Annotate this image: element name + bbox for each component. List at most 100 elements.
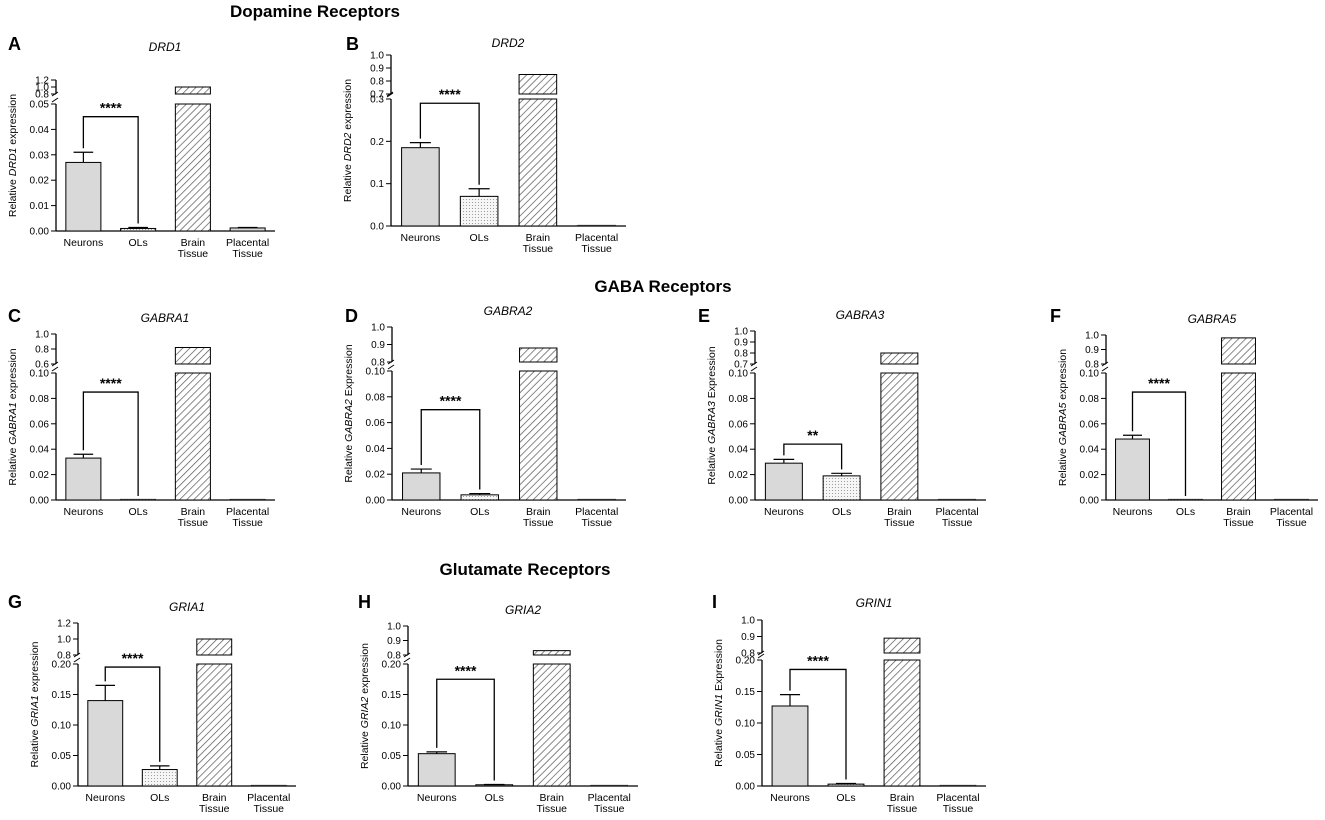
panel-f-x-tick-label: OLs <box>1176 506 1195 518</box>
panel-b-x-tick-label: Tissue <box>523 243 554 255</box>
panel-i-y-tick-label: 0.10 <box>736 719 756 730</box>
panel-a-x-tick-label: Brain <box>181 237 206 249</box>
panel-h-y-tick-label: 0.00 <box>382 782 402 793</box>
panel-b-significance-bracket <box>419 102 480 185</box>
panel-d-y-tick-label: 0.08 <box>366 392 386 403</box>
panel-h-y-tick-label: 1.0 <box>387 622 401 633</box>
panel-d-y-tick-label: 0.02 <box>366 470 386 481</box>
panel-g-title: GRIA1 <box>169 600 205 614</box>
panel-h-bar <box>590 784 628 787</box>
panel-h-y-axis-label: Relative GRIA2 expression <box>359 643 371 769</box>
panel-c-y-tick-label: 0.04 <box>30 445 50 456</box>
panel-e-x-tick-label: Placental <box>936 506 979 518</box>
panel-g-significance-label: **** <box>122 650 144 666</box>
section-title-dopamine: Dopamine Receptors <box>230 2 400 21</box>
panel-g-y-axis-label-part: Relative <box>29 727 41 768</box>
section-title-glutamate: Glutamate Receptors <box>440 560 611 579</box>
panel-b-x-tick-label: Tissue <box>581 243 612 255</box>
panel-e-x-tick-label: Tissue <box>942 517 973 529</box>
panel-c-significance-label: **** <box>100 375 122 391</box>
panel-g-axis-break <box>73 657 81 663</box>
panel-c-x-tick-label: OLs <box>128 506 147 518</box>
panel-a-y-tick-label: 1.0 <box>35 83 49 94</box>
panel-h-bar-break-gap <box>533 655 570 664</box>
panel-e-y-tick-label: 0.7 <box>734 360 748 371</box>
panel-f-y-tick-label: 0.08 <box>1080 394 1100 405</box>
panel-e-y-tick-label: 0.10 <box>729 369 749 380</box>
panel-e-title: GABRA3 <box>836 308 885 322</box>
panel-i-x-tick-label: Neurons <box>770 792 810 804</box>
panel-d-bar <box>577 498 616 501</box>
panel-e-y-tick-label: 0.02 <box>729 470 749 481</box>
panel-a-y-tick-label: 0.00 <box>30 227 50 238</box>
panel-c-y-tick-label: 1.0 <box>35 330 49 341</box>
panel-h-x-tick-label: Neurons <box>417 792 457 804</box>
panel-h-title: GRIA2 <box>505 603 541 617</box>
panel-f-letter: F <box>1050 306 1061 326</box>
panel-g-y-axis-label-part: GRIA1 <box>29 695 41 727</box>
panel-g-y-tick-label: 0.8 <box>57 651 71 662</box>
panel-e-bar <box>764 462 803 501</box>
panel-c-y-axis-label-part: expression <box>7 348 19 402</box>
panel-h-bar <box>417 753 456 787</box>
panel-g-x-tick-label: Tissue <box>253 803 284 815</box>
panel-e-y-tick-label: 0.08 <box>729 394 749 405</box>
panel-h-y-tick-label: 0.9 <box>387 636 401 647</box>
panel-f-bar-break-gap <box>1222 364 1255 373</box>
panel-f-y-tick-label: 0.9 <box>1085 345 1099 356</box>
panel-f-y-tick-label: 0.00 <box>1080 496 1100 507</box>
panel-e-y-tick-label: 0.9 <box>734 338 748 349</box>
panel-g-bar <box>251 784 287 787</box>
panel-d-y-tick-label: 0.06 <box>366 418 386 429</box>
panel-a-x-tick-label: Tissue <box>178 248 209 260</box>
panel-h-significance-bracket <box>436 678 495 781</box>
panel-g-y-tick-label: 0.05 <box>52 751 72 762</box>
panel-f-x-tick-label: Neurons <box>1113 506 1153 518</box>
panel-b-y-tick-label: 0.8 <box>370 77 384 88</box>
panel-i-axis-break <box>757 653 765 659</box>
panel-b-y-axis-label-part: DRD2 <box>342 132 354 161</box>
panel-i-y-axis-label-part: Relative <box>713 726 725 767</box>
panel-d-y-tick-label: 0.8 <box>371 358 385 369</box>
panel-b-y-tick-label: 0.3 <box>370 95 384 106</box>
panel-g-x-tick-label: Placental <box>247 792 290 804</box>
panel-c-axis-break <box>51 366 59 372</box>
panel-e-x-tick-label: Tissue <box>884 517 915 529</box>
panel-b-x-tick-label: OLs <box>469 232 488 244</box>
panel-g-y-tick-label: 0.00 <box>52 782 72 793</box>
panel-g-x-tick-label: Brain <box>202 792 227 804</box>
panel-e-y-axis-label-part: Relative <box>706 444 718 485</box>
panel-a-y-tick-label: 0.01 <box>30 201 50 212</box>
section-title-gaba: GABA Receptors <box>594 277 731 296</box>
panel-b-bar-break-gap <box>519 94 557 99</box>
panel-g-significance-bracket <box>104 666 161 762</box>
panel-c-y-tick-label: 0.8 <box>35 345 49 356</box>
panel-e-bar <box>822 475 861 501</box>
panel-e-bar <box>880 372 919 501</box>
panel-h-significance-label: **** <box>455 662 477 678</box>
panel-f-x-tick-label: Tissue <box>1223 517 1254 529</box>
panel-d-significance-label: **** <box>440 393 462 409</box>
panel-e-y-tick-label: 0.00 <box>729 496 749 507</box>
panel-b-bar <box>577 224 616 227</box>
panel-f-y-tick-label: 0.04 <box>1080 445 1100 456</box>
panel-e-x-tick-label: Brain <box>887 506 912 518</box>
panel-i-bar <box>939 784 977 787</box>
panel-c-bar <box>174 372 211 501</box>
panel-c-title: GABRA1 <box>141 311 190 325</box>
panel-c-y-tick-label: 0.08 <box>30 394 50 405</box>
panel-c-bar <box>229 498 266 501</box>
panel-a-y-axis-label-part: expression <box>7 94 19 148</box>
panel-c-significance-bracket <box>82 391 139 496</box>
panel-d-y-tick-label: 1.0 <box>371 323 385 334</box>
panel-i-y-tick-label: 0.05 <box>736 750 756 761</box>
panel-h-x-tick-label: Placental <box>588 792 631 804</box>
panel-c-x-tick-label: Neurons <box>64 506 104 518</box>
panel-b-y-tick-label: 0.1 <box>370 179 384 190</box>
panel-b-y-tick-label: 0.0 <box>370 222 384 233</box>
